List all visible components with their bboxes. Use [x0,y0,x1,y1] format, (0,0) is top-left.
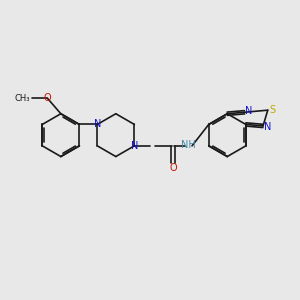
Text: CH₃: CH₃ [14,94,30,103]
Text: N: N [263,122,271,132]
Text: N: N [245,106,252,116]
Text: S: S [270,105,276,115]
Text: O: O [169,163,177,173]
Text: N: N [94,119,101,129]
Text: O: O [44,93,51,103]
Text: NH: NH [181,140,196,150]
Text: N: N [131,141,138,151]
